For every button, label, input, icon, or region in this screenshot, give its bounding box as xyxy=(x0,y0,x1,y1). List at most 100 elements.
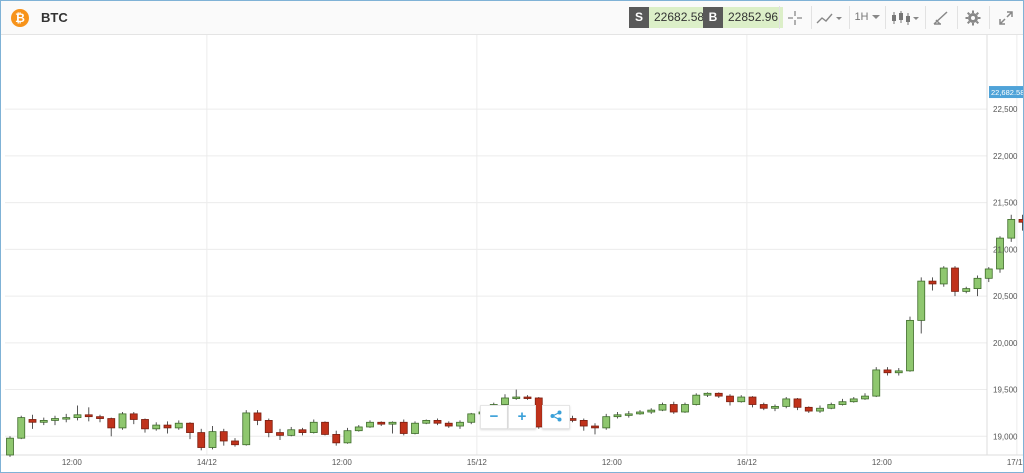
y-tick-label: 19,500 xyxy=(993,386,1018,395)
y-tick-label: 20,000 xyxy=(993,339,1018,348)
candle-body xyxy=(523,396,532,399)
candle-body xyxy=(39,420,48,423)
share-icon xyxy=(550,410,562,422)
candle-body xyxy=(17,417,26,439)
candle-body xyxy=(984,268,993,279)
candle-body xyxy=(939,267,948,285)
fullscreen-button[interactable] xyxy=(989,6,1022,29)
candle-body xyxy=(602,416,611,429)
candle-body xyxy=(354,426,363,432)
drawing-tools-button[interactable] xyxy=(925,6,956,29)
candle-body xyxy=(28,419,37,423)
candle-body xyxy=(107,418,116,429)
candle-body xyxy=(253,412,262,421)
chart-type-button[interactable] xyxy=(811,6,848,29)
drawing-tools-icon xyxy=(933,11,948,25)
interval-button[interactable]: 1H xyxy=(849,6,884,29)
candle-body xyxy=(512,396,521,399)
candle-body xyxy=(208,431,217,448)
candle-body xyxy=(501,397,509,405)
candle-body xyxy=(51,418,59,421)
candle-body xyxy=(163,424,172,429)
candle-body xyxy=(726,395,734,403)
instrument-symbol: BTC xyxy=(41,10,68,25)
y-tick-label: 22,500 xyxy=(993,105,1018,114)
last-price-label: 22,682.58 xyxy=(991,88,1023,97)
candle-body xyxy=(6,437,14,456)
settings-gear-icon xyxy=(965,10,981,26)
line-chart-type-icon xyxy=(816,13,842,24)
settings-button[interactable] xyxy=(957,6,988,29)
candle-body xyxy=(759,404,768,409)
buy-price-badge[interactable]: B 22852.96 xyxy=(703,7,784,28)
crosshair-icon xyxy=(788,11,802,25)
candle-body xyxy=(917,280,926,321)
y-tick-label: 21,500 xyxy=(993,199,1018,208)
candle-body xyxy=(737,396,746,403)
x-tick-label: 12:00 xyxy=(872,458,893,467)
candle-body xyxy=(433,420,442,424)
candle-body xyxy=(613,414,622,418)
crosshair-button[interactable] xyxy=(779,6,810,29)
y-tick-label: 21,000 xyxy=(993,245,1018,254)
candle-body xyxy=(343,430,352,444)
x-tick-label: 14/12 xyxy=(197,458,218,467)
candle-body xyxy=(84,414,93,418)
candle-body xyxy=(771,405,779,409)
fullscreen-icon xyxy=(999,11,1013,25)
candle-body xyxy=(681,404,689,413)
zoom-out-button[interactable]: − xyxy=(480,405,508,429)
share-button[interactable] xyxy=(542,405,570,429)
candle-body xyxy=(467,413,476,423)
candle-body xyxy=(849,398,858,403)
candle-body xyxy=(422,420,431,424)
candle-body xyxy=(174,422,183,429)
candle-body xyxy=(647,409,656,413)
sell-price-badge[interactable]: S 22682.58 xyxy=(629,7,710,28)
candle-body xyxy=(129,413,138,420)
candle-body xyxy=(883,369,892,374)
candle-body xyxy=(287,429,296,436)
candle-body xyxy=(827,404,836,409)
last-price-tag xyxy=(989,86,1023,99)
candle-body xyxy=(444,422,453,427)
candle-body xyxy=(366,421,374,428)
candle-body xyxy=(456,421,464,427)
candle-body xyxy=(793,398,802,408)
candle-body xyxy=(568,418,577,421)
candle-body xyxy=(332,434,341,444)
candle-style-button[interactable] xyxy=(885,6,924,29)
candle-body xyxy=(894,370,903,374)
candle-body xyxy=(388,421,397,425)
candle-body xyxy=(996,237,1004,270)
candle-body xyxy=(669,404,678,413)
sell-price: 22682.58 xyxy=(649,7,710,28)
candle-body xyxy=(411,422,419,434)
candle-body xyxy=(714,392,723,397)
x-tick-label: 16/12 xyxy=(737,458,758,467)
candle-body xyxy=(624,413,633,416)
candle-body xyxy=(872,369,881,397)
candle-body xyxy=(96,416,104,419)
candlestick-chart[interactable]: 19,000 19,500 20,000 20,500 21,000 21,500 22,0… xyxy=(1,35,1023,472)
interval-label: 1H xyxy=(854,11,869,23)
candlestick-icon xyxy=(892,11,919,25)
candle-body xyxy=(219,431,228,442)
candle-body xyxy=(906,319,914,372)
candle-body xyxy=(152,424,161,430)
x-tick-label: 17/12 xyxy=(1007,458,1023,467)
y-tick-label: 19,000 xyxy=(993,432,1018,441)
candle-body xyxy=(782,398,791,407)
candle-body xyxy=(377,421,386,425)
candle-body xyxy=(276,432,284,436)
candle-body xyxy=(399,421,408,434)
candle-body xyxy=(231,440,239,446)
candle-body xyxy=(186,422,194,433)
buy-tag: B xyxy=(703,7,723,28)
candle-body xyxy=(861,395,869,400)
candle-body xyxy=(197,432,206,448)
candle-body xyxy=(973,277,982,289)
y-tick-label: 20,500 xyxy=(993,292,1018,301)
zoom-in-button[interactable]: + xyxy=(508,405,536,429)
candle-body xyxy=(141,419,149,430)
